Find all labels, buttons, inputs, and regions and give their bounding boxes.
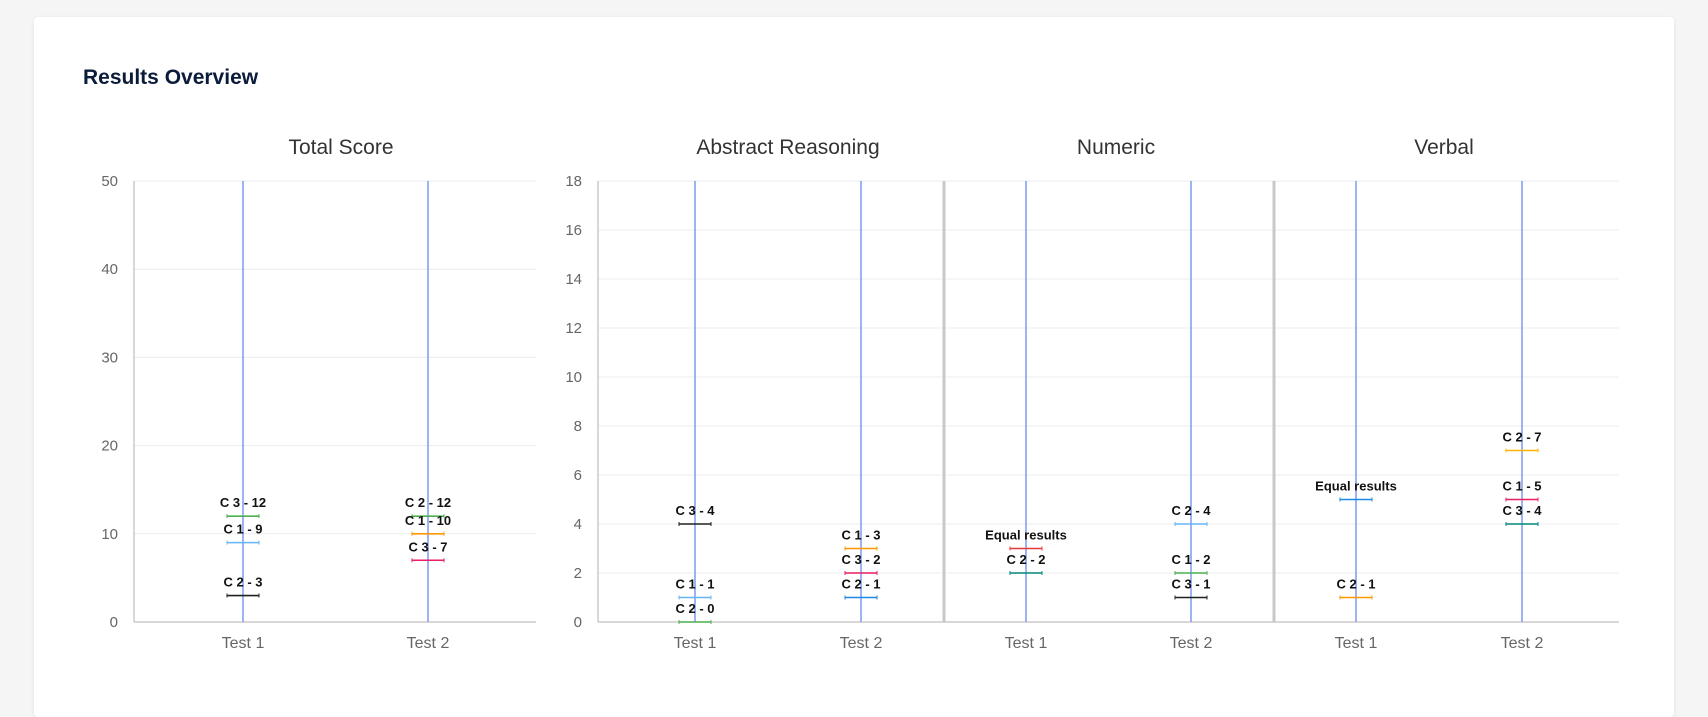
total-x-tick-label: Test 2 <box>407 635 450 652</box>
total-data-label: C 1 - 10 <box>405 513 451 528</box>
verbal-data-label: C 2 - 1 <box>1336 577 1375 592</box>
abstract-y-tick-label: 14 <box>565 271 582 288</box>
results-card <box>34 17 1674 717</box>
verbal-data-label: C 2 - 7 <box>1502 430 1541 445</box>
total-data-label: C 3 - 12 <box>220 495 266 510</box>
abstract-y-tick-label: 16 <box>565 222 582 239</box>
abstract-data-label: C 2 - 1 <box>841 577 880 592</box>
numeric-x-tick-label: Test 1 <box>1005 635 1048 652</box>
total-y-tick-label: 50 <box>101 173 118 190</box>
total-y-tick-label: 20 <box>101 438 118 455</box>
total-data-label: C 2 - 3 <box>223 575 262 590</box>
numeric-x-tick-label: Test 2 <box>1170 635 1213 652</box>
abstract-y-tick-label: 8 <box>574 418 582 435</box>
verbal-data-label: C 3 - 4 <box>1502 503 1542 518</box>
abstract-y-tick-label: 12 <box>565 320 582 337</box>
total-y-tick-label: 30 <box>101 349 118 366</box>
numeric-chart-title: Numeric <box>1077 136 1155 159</box>
numeric-data-label: C 3 - 1 <box>1171 577 1210 592</box>
numeric-data-label: C 2 - 2 <box>1006 552 1045 567</box>
abstract-data-label: C 1 - 1 <box>675 577 714 592</box>
abstract-data-label: C 3 - 4 <box>675 503 715 518</box>
verbal-x-tick-label: Test 2 <box>1501 635 1544 652</box>
abstract-data-label: C 1 - 3 <box>841 528 880 543</box>
total-y-tick-label: 40 <box>101 261 118 278</box>
total-data-label: C 3 - 7 <box>408 539 447 554</box>
verbal-data-label: Equal results <box>1315 479 1397 494</box>
abstract-y-tick-label: 4 <box>574 516 582 533</box>
total-y-tick-label: 10 <box>101 526 118 543</box>
abstract-y-tick-label: 18 <box>565 173 582 190</box>
abstract-y-tick-label: 2 <box>574 565 582 582</box>
abstract-data-label: C 2 - 0 <box>675 601 714 616</box>
page-title: Results Overview <box>83 66 259 89</box>
abstract-x-tick-label: Test 2 <box>840 635 883 652</box>
numeric-data-label: C 2 - 4 <box>1171 503 1211 518</box>
abstract-y-tick-label: 0 <box>574 614 582 631</box>
verbal-data-label: C 1 - 5 <box>1502 479 1541 494</box>
total-y-tick-label: 0 <box>110 614 118 631</box>
verbal-chart-title: Verbal <box>1414 136 1474 159</box>
total-chart-title: Total Score <box>288 136 393 159</box>
total-data-label: C 1 - 9 <box>223 522 262 537</box>
abstract-y-tick-label: 10 <box>565 369 582 386</box>
abstract-chart-title: Abstract Reasoning <box>696 136 879 159</box>
total-data-label: C 2 - 12 <box>405 495 451 510</box>
numeric-data-label: Equal results <box>985 528 1067 543</box>
numeric-data-label: C 1 - 2 <box>1171 552 1210 567</box>
abstract-x-tick-label: Test 1 <box>674 635 717 652</box>
abstract-data-label: C 3 - 2 <box>841 552 880 567</box>
abstract-y-tick-label: 6 <box>574 467 582 484</box>
verbal-x-tick-label: Test 1 <box>1335 635 1378 652</box>
total-x-tick-label: Test 1 <box>222 635 265 652</box>
